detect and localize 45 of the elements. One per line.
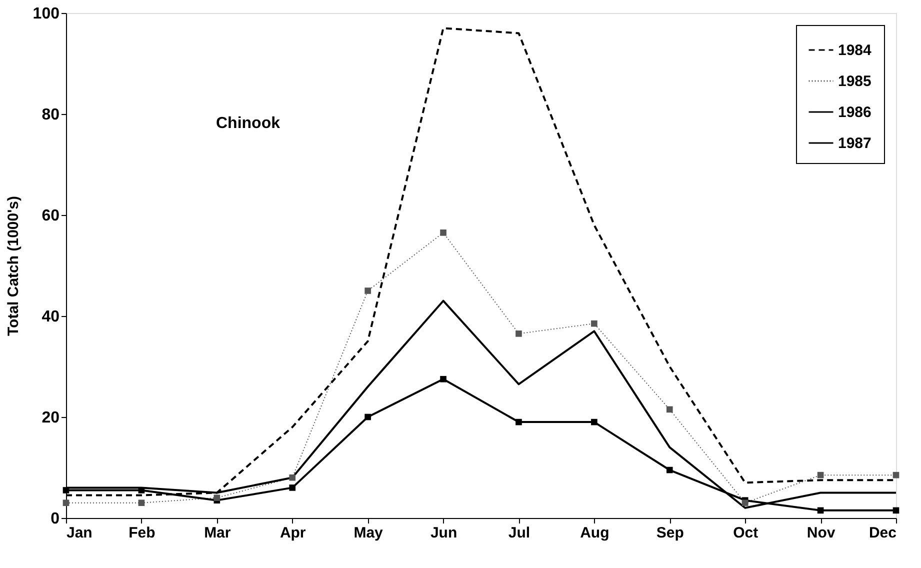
y-tick-label: 60 xyxy=(42,208,60,224)
y-tick-label: 0 xyxy=(50,510,60,528)
x-tick-label: Nov xyxy=(806,524,836,542)
legend-label: 1986 xyxy=(838,104,872,121)
point xyxy=(440,376,446,382)
point xyxy=(516,418,522,426)
x-tick-label: Jul xyxy=(508,524,530,542)
point xyxy=(62,487,70,494)
point xyxy=(289,474,296,481)
point xyxy=(666,406,673,413)
x-tick-label: Dec xyxy=(868,524,896,542)
point xyxy=(289,484,296,491)
point xyxy=(62,500,70,506)
point xyxy=(364,288,371,294)
x-tick-label: May xyxy=(354,524,384,542)
y-tick-label: 100 xyxy=(32,6,60,22)
point xyxy=(666,466,673,474)
x-tick-label: Aug xyxy=(580,524,610,542)
annotation: Chinook xyxy=(216,115,280,132)
point xyxy=(817,507,824,514)
x-tick-label: Mar xyxy=(204,524,231,542)
y-axis-title: Total Catch (1000's) xyxy=(4,196,22,336)
x-tick-label: Jan xyxy=(66,524,92,542)
point xyxy=(364,414,371,420)
legend-label: 1987 xyxy=(838,135,872,152)
point xyxy=(591,320,598,327)
point xyxy=(214,494,220,501)
x-tick-label: Sep xyxy=(656,524,684,542)
x-tick-label: Jun xyxy=(430,524,458,542)
x-tick-label: Oct xyxy=(733,524,758,542)
point xyxy=(817,472,824,478)
x-tick-label: Apr xyxy=(280,524,306,542)
x-tick-label: Feb xyxy=(128,524,156,542)
y-tick-label: 80 xyxy=(42,106,60,124)
point xyxy=(892,507,900,514)
point xyxy=(591,418,598,426)
point xyxy=(892,472,900,478)
legend-label: 1984 xyxy=(838,42,872,59)
y-tick-label: 20 xyxy=(42,410,60,426)
point xyxy=(742,500,748,506)
y-tick-label: 40 xyxy=(42,308,60,326)
point xyxy=(138,500,145,506)
legend-label: 1985 xyxy=(838,73,872,90)
point xyxy=(516,330,522,337)
point xyxy=(440,230,446,236)
